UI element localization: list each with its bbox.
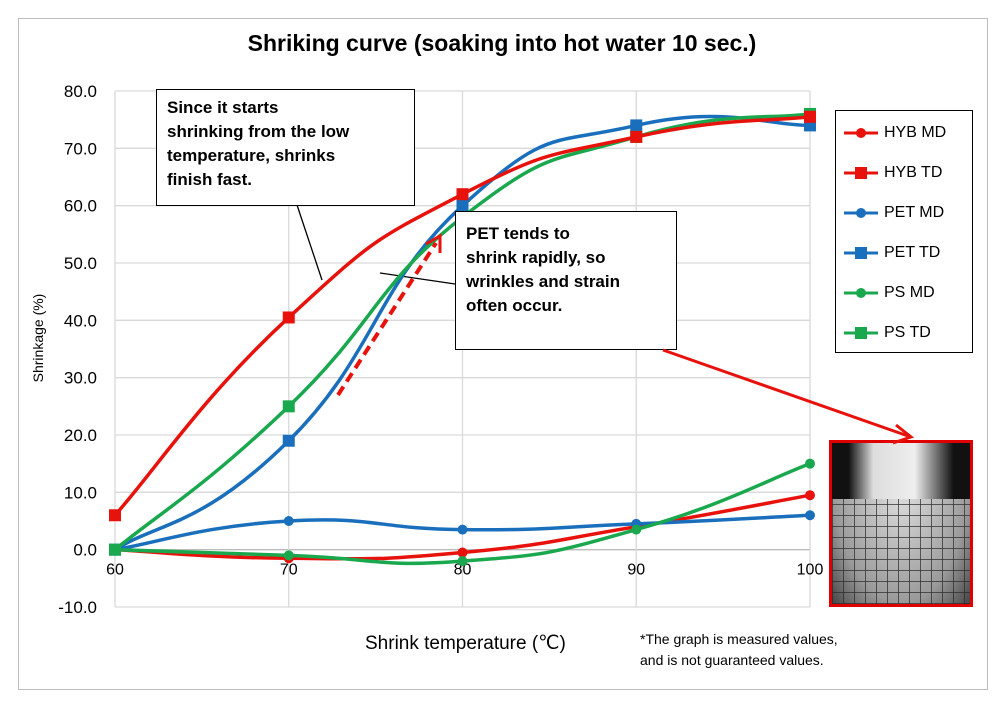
annotation-line: shrinking from the low — [167, 122, 350, 141]
data-point — [630, 130, 643, 143]
x-tick-label: 60 — [106, 562, 124, 579]
data-point — [109, 509, 121, 522]
annotation-pet: PET tends to shrink rapidly, so wrinkles… — [455, 211, 677, 350]
y-tick-label: 20.0 — [64, 426, 97, 445]
data-point — [282, 311, 295, 324]
y-tick-label: 10.0 — [64, 483, 97, 502]
legend-label: PET MD — [884, 204, 945, 221]
x-tick-label: 90 — [627, 562, 645, 579]
annotation-leader — [296, 204, 323, 281]
footnote-line: and is not guaranteed values. — [640, 652, 824, 668]
annotation-line: Since it starts — [167, 98, 279, 117]
bottle-photo — [829, 440, 973, 607]
y-tick-label: 60.0 — [64, 197, 97, 216]
y-tick-label: 50.0 — [64, 254, 97, 273]
series-line-hyb-td — [113, 115, 811, 517]
annotation-line: often occur. — [466, 296, 563, 315]
annotation-line: wrinkles and strain — [466, 272, 620, 291]
legend-item: HYB MD — [844, 123, 946, 143]
x-tick-label: 80 — [454, 562, 472, 579]
y-tick-label: 0.0 — [73, 541, 97, 560]
data-point — [457, 556, 468, 567]
legend-marker-icon — [844, 208, 878, 218]
chart-title: Shriking curve (soaking into hot water 1… — [247, 30, 757, 56]
legend-marker-icon — [844, 288, 878, 298]
data-point — [456, 199, 469, 212]
data-point — [282, 400, 295, 413]
annotation-line: temperature, shrinks — [167, 146, 336, 165]
legend-label: HYB TD — [884, 164, 943, 181]
legend-label: HYB MD — [884, 124, 947, 141]
data-point — [804, 110, 816, 123]
legend-item: PET TD — [844, 243, 940, 263]
footnote-line: *The graph is measured values, — [640, 631, 838, 647]
legend-label: PS MD — [884, 284, 935, 301]
chart-frame — [18, 18, 988, 690]
y-tick-label: 70.0 — [64, 139, 97, 158]
data-point — [805, 458, 815, 469]
series-line-ps-td — [113, 112, 811, 552]
legend: HYB MD HYB TD PET MD PET TD PS MD PS TD — [835, 110, 973, 353]
legend-marker-icon — [844, 128, 878, 138]
annotation-line: shrink rapidly, so — [466, 248, 606, 267]
legend-item: PS TD — [844, 323, 931, 343]
data-point — [282, 434, 295, 447]
annotation-leader — [379, 272, 456, 285]
legend-label: PET TD — [884, 244, 941, 261]
footnote: *The graph is measured values, and is no… — [640, 629, 838, 671]
legend-item: HYB TD — [844, 163, 942, 183]
data-point — [805, 510, 815, 521]
data-point — [804, 119, 816, 132]
data-point — [456, 188, 469, 201]
y-tick-label: 40.0 — [64, 311, 97, 330]
x-tick-label: 100 — [797, 562, 824, 579]
legend-item: PS MD — [844, 283, 935, 303]
x-tick-label: 70 — [280, 562, 298, 579]
data-point — [630, 119, 643, 132]
y-tick-label: 30.0 — [64, 369, 97, 388]
legend-label: PS TD — [884, 324, 931, 341]
data-point — [283, 550, 294, 561]
legend-item: PET MD — [844, 203, 944, 223]
data-point — [109, 543, 121, 556]
legend-marker-icon — [844, 167, 878, 179]
annotation-hyb: Since it starts shrinking from the low t… — [156, 89, 415, 206]
legend-marker-icon — [844, 247, 878, 259]
y-tick-label: -10.0 — [58, 598, 97, 617]
data-point — [457, 547, 468, 558]
data-point — [805, 490, 815, 501]
data-point — [631, 524, 642, 535]
legend-marker-icon — [844, 327, 878, 339]
data-point — [457, 524, 468, 535]
data-point — [283, 516, 294, 526]
annotation-line: PET tends to — [466, 224, 570, 243]
annotation-line: finish fast. — [167, 170, 253, 189]
y-tick-label: 80.0 — [64, 82, 97, 101]
x-axis-label: Shrink temperature (℃) — [365, 633, 566, 654]
